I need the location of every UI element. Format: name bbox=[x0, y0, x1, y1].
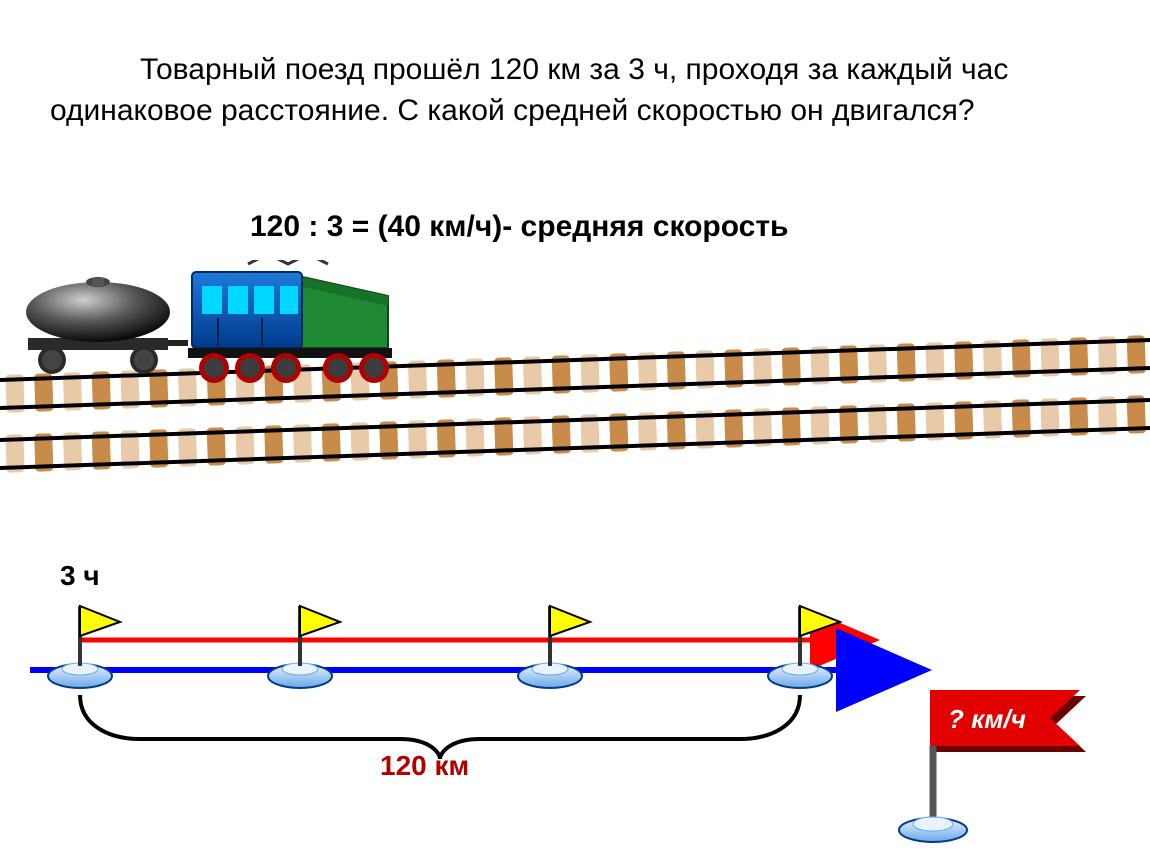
time-label: 3 ч bbox=[60, 560, 100, 592]
problem-text: Товарный поезд прошёл 120 км за 3 ч, про… bbox=[50, 50, 1100, 131]
locomotive bbox=[188, 260, 392, 383]
scene-svg bbox=[0, 260, 1150, 510]
distance-label: 120 км bbox=[380, 750, 469, 782]
hour-marker bbox=[268, 606, 340, 688]
solution-text: 120 : 3 = (40 км/ч)- средняя скорость bbox=[250, 210, 788, 244]
tank-wagon bbox=[26, 277, 188, 374]
hour-marker bbox=[48, 606, 120, 688]
answer-flag-text: ? км/ч bbox=[948, 704, 1026, 734]
train-scene bbox=[0, 260, 1150, 510]
answer-flag: ? км/ч bbox=[899, 690, 1086, 842]
hour-markers bbox=[48, 606, 840, 688]
slide: Товарный поезд прошёл 120 км за 3 ч, про… bbox=[0, 0, 1150, 864]
diagram-svg: ? км/ч bbox=[0, 560, 1150, 860]
problem-text-content: Товарный поезд прошёл 120 км за 3 ч, про… bbox=[50, 53, 1008, 127]
train bbox=[26, 260, 392, 383]
hour-marker bbox=[518, 606, 590, 688]
railway-tracks bbox=[0, 335, 1150, 473]
diagram: 3 ч bbox=[0, 560, 1150, 860]
hour-marker bbox=[768, 606, 840, 688]
